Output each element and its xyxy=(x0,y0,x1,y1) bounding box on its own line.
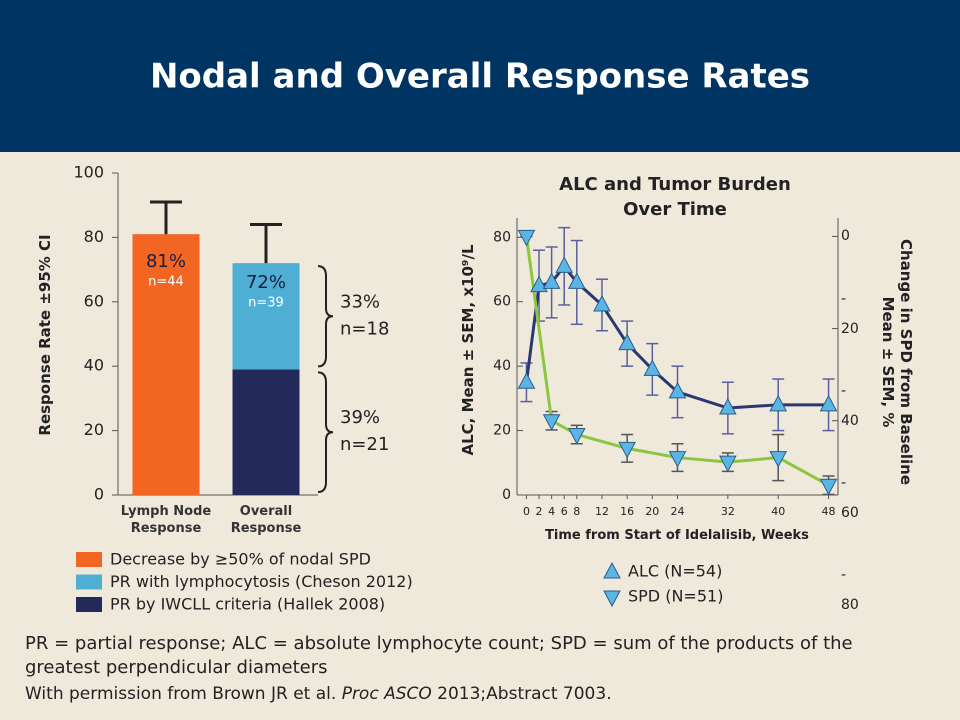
y-axis-label: Response Rate ±95% CI xyxy=(36,234,54,436)
legend-label: SPD (N=51) xyxy=(628,587,723,606)
marker xyxy=(668,451,687,468)
y-tick-label: 80 xyxy=(84,227,104,246)
x-tick-label: 20 xyxy=(645,505,659,518)
x-tick-label: 12 xyxy=(595,505,609,518)
footnote: PR = partial response; ALC = absolute ly… xyxy=(25,633,853,678)
y-tick-label: 20 xyxy=(493,423,511,439)
chart-title: ALC and Tumor Burden Over Time xyxy=(559,174,791,220)
y-axis-label: ALC, Mean ± SEM, x10⁹/L xyxy=(459,244,477,456)
y2-tick-label: - 60 xyxy=(841,474,859,521)
x-tick-label: 32 xyxy=(721,505,735,518)
bar-segment xyxy=(132,234,200,495)
y-tick-label: 60 xyxy=(493,294,511,310)
legend-label: PR with lymphocytosis (Cheson 2012) xyxy=(110,572,413,591)
x-tick-label: 6 xyxy=(561,505,568,518)
marker xyxy=(819,478,838,496)
x-tick-label: 40 xyxy=(771,505,785,518)
value-label: 81% xyxy=(146,251,186,272)
x-tick-label: 4 xyxy=(548,505,555,518)
marker xyxy=(593,294,611,312)
segment-label: 33% xyxy=(340,291,380,312)
bar-segment xyxy=(232,263,300,370)
marker xyxy=(542,414,561,431)
segment-n-label: n=18 xyxy=(340,318,389,339)
legend-label: Decrease by ≥50% of nodal SPD xyxy=(110,550,371,569)
marker xyxy=(517,372,536,389)
total-n-label: n=39 xyxy=(248,296,284,311)
citation-text: With permission from Brown JR et al. xyxy=(25,684,342,704)
marker xyxy=(567,272,586,289)
legend-swatch xyxy=(76,597,102,612)
legend-marker xyxy=(603,590,621,608)
series-line xyxy=(524,236,830,487)
legend-swatch xyxy=(76,574,102,590)
x-tick-label: 2 xyxy=(536,505,543,518)
y-tick-label: 20 xyxy=(84,420,104,439)
marker xyxy=(719,397,737,415)
marker xyxy=(769,451,788,468)
x-tick-label: 48 xyxy=(822,505,836,518)
x-axis-label: Time from Start of Idelalisib, Weeks xyxy=(545,528,809,543)
y-tick-label: 0 xyxy=(94,485,104,504)
x-tick-label: Overall Response xyxy=(230,504,302,536)
y2-tick-label: - 40 xyxy=(841,382,859,429)
x-tick-label: 16 xyxy=(620,505,634,518)
y2-tick-label: 0 xyxy=(841,228,850,245)
citation-journal: Proc ASCO xyxy=(341,684,432,704)
legend-marker xyxy=(603,561,621,579)
marker xyxy=(819,394,838,412)
marker xyxy=(542,272,561,289)
y-tick-label: 60 xyxy=(84,291,104,310)
marker xyxy=(769,394,788,412)
header-band xyxy=(0,0,960,152)
total-label: 72% xyxy=(246,272,286,293)
x-tick-label: Lymph Node Response xyxy=(120,504,212,536)
y2-tick-label: - 80 xyxy=(841,567,859,613)
x-tick-label: 8 xyxy=(573,505,580,518)
brace xyxy=(317,265,334,368)
n-label: n=44 xyxy=(148,275,184,290)
citation: With permission from Brown JR et al. Pro… xyxy=(25,684,612,704)
y2-axis-label: Change in SPD from Baseline Mean ± SEM, … xyxy=(879,238,915,485)
y2-tick-label: - 20 xyxy=(841,290,859,337)
segment-n-label: n=21 xyxy=(340,434,389,455)
marker xyxy=(618,441,636,459)
bar-segment xyxy=(232,369,300,495)
legend-label: PR by IWCLL criteria (Hallek 2008) xyxy=(110,595,385,614)
marker xyxy=(618,333,636,351)
marker xyxy=(555,256,574,273)
legend-label: ALC (N=54) xyxy=(628,562,722,581)
brace xyxy=(317,371,334,493)
x-tick-label: 0 xyxy=(523,505,530,518)
legend-swatch xyxy=(76,552,102,567)
marker xyxy=(530,275,548,293)
x-tick-label: 24 xyxy=(671,505,685,518)
y-tick-label: 40 xyxy=(493,358,511,374)
segment-label: 39% xyxy=(340,407,380,428)
slide-title: Nodal and Overall Response Rates xyxy=(150,57,810,97)
y-tick-label: 40 xyxy=(84,356,104,375)
y-tick-label: 100 xyxy=(73,163,104,182)
citation-text: 2013;Abstract 7003. xyxy=(431,684,612,704)
marker xyxy=(719,455,737,473)
marker xyxy=(567,428,586,445)
marker xyxy=(643,359,662,376)
y-tick-label: 80 xyxy=(493,229,511,245)
marker xyxy=(668,381,687,399)
marker xyxy=(517,229,536,247)
y-tick-label: 0 xyxy=(502,487,511,503)
